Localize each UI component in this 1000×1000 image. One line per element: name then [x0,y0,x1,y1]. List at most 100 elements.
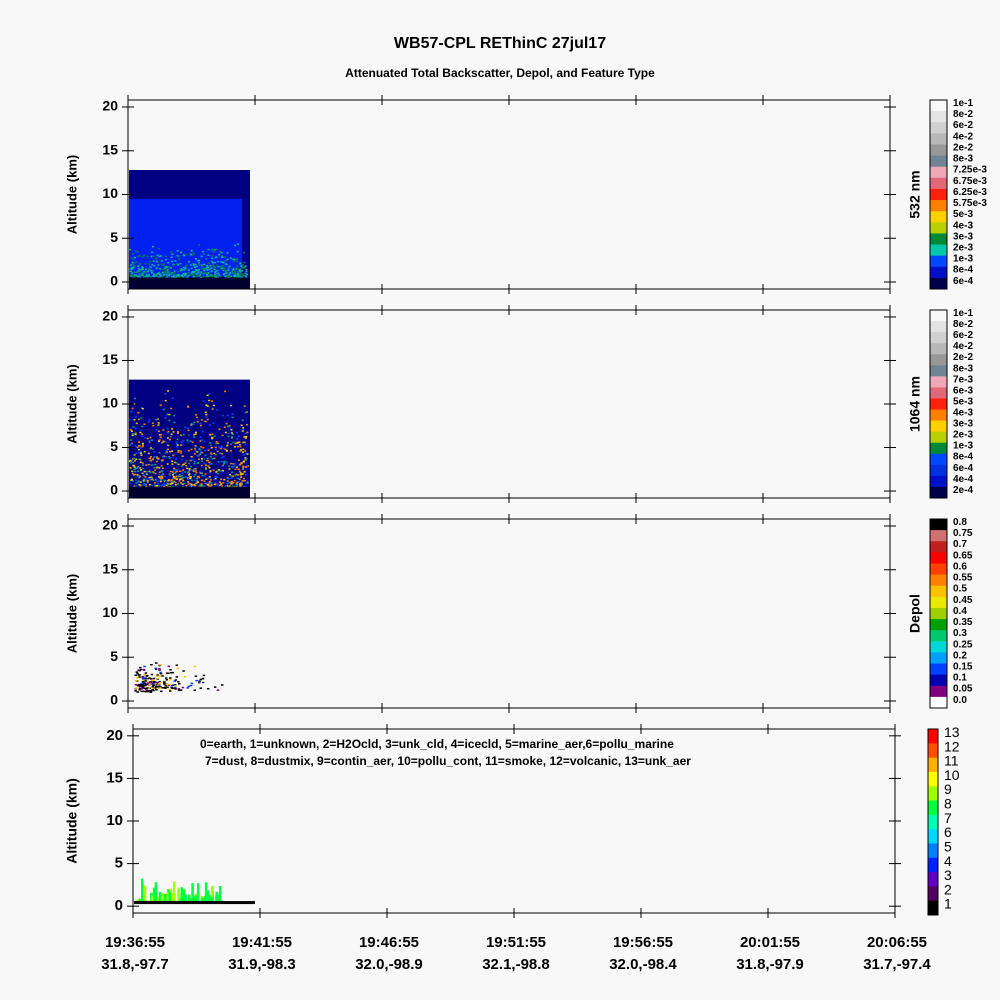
raster-pixel [136,446,139,449]
raster-pixel [209,444,212,447]
raster-pixel [154,482,157,484]
raster-pixel [134,427,137,430]
raster-pixel [245,273,248,275]
raster-pixel [226,271,229,274]
colorbar-label: 8e-2 [953,109,973,120]
raster-pixel [132,265,135,267]
raster-pixel [158,476,161,478]
raster-pixel [161,477,164,479]
y-tick-label: 20 [102,517,118,533]
raster-pixel [205,257,208,260]
colorbar-swatch [930,365,947,377]
raster-pixel [159,404,162,406]
raster-pixel [206,457,209,460]
raster-pixel [196,481,199,484]
colorbar-label: 6e-4 [953,276,973,287]
raster-pixel [196,454,199,457]
raster-pixel [167,271,170,273]
raster-pixel [156,457,159,459]
raster-pixel [171,671,175,674]
raster-pixel [176,446,179,448]
colorbar-swatch [930,266,947,279]
colorbar-label: 8 [944,796,952,812]
raster-pixel [234,442,237,445]
raster-pixel [155,267,158,269]
raster-pixel [133,454,136,456]
raster-pixel [245,435,248,438]
colorbar-label: 0.5 [953,584,967,595]
raster-pixel [193,665,197,668]
raster-pixel [148,470,151,473]
raster-pixel [184,267,187,269]
raster-pixel [137,441,140,443]
colorbar-label: 3e-3 [953,231,973,242]
raster-pixel [200,472,203,474]
raster-pixel [234,244,237,247]
raster-pixel [154,668,158,670]
colorbar-label: 4e-2 [953,341,973,352]
raster-pixel [168,266,171,268]
raster-pixel [216,248,219,251]
raster-column [154,889,158,902]
raster-pixel [158,467,161,469]
raster-pixel [151,681,154,684]
raster-pixel [218,274,221,276]
raster-pixel [158,273,161,275]
raster-pixel [138,458,141,460]
raster-pixel [177,270,180,273]
raster-pixel [193,434,196,436]
raster-pixel [241,270,244,272]
raster-pixel [225,485,228,487]
raster-pixel [187,429,190,432]
colorbar-swatch [930,321,947,333]
raster-pixel [194,266,197,268]
raster-pixel [171,397,174,400]
raster-pixel [195,270,198,273]
raster-pixel [152,479,155,481]
raster-pixel [239,472,242,474]
raster-pixel [179,450,182,452]
raster-pixel [173,414,176,417]
raster-pixel [167,479,170,482]
raster-pixel [141,680,145,683]
raster-pixel [239,463,242,466]
colorbar-swatch [930,453,947,466]
raster-pixel [209,463,212,465]
raster-pixel [237,268,240,270]
raster-pixel [195,482,198,485]
raster-pixel [139,447,142,449]
raster-pixel [175,441,178,443]
raster-pixel [143,665,146,668]
raster-pixel [175,676,179,678]
raster-pixel [160,690,163,693]
raster-pixel [233,479,236,482]
raster-pixel [146,255,149,258]
raster-pixel [196,451,199,453]
x-tick-label: 31.8,-97.9 [736,956,804,973]
raster-pixel [129,418,132,421]
raster-pixel [171,463,174,465]
raster-pixel [237,468,240,470]
colorbar-swatch [928,829,938,844]
raster-pixel [155,460,158,463]
raster-pixel [201,474,204,477]
raster-pixel [188,274,191,276]
raster-pixel [151,471,154,473]
raster-pixel [239,449,242,451]
raster-pixel [239,483,242,485]
raster-pixel [187,441,190,443]
raster-pixel [187,271,190,274]
raster-pixel [228,425,231,427]
raster-pixel [162,440,165,442]
raster-pixel [186,472,189,474]
colorbar-label: 5 [944,838,952,854]
raster-pixel [240,476,243,478]
raster-pixel [144,276,147,279]
raster-pixel [207,484,210,487]
raster-pixel [169,450,172,453]
raster-pixel [160,475,163,477]
raster-pixel [148,677,151,679]
raster-pixel [165,683,169,685]
surface-layer [134,901,255,905]
raster-pixel [170,407,173,410]
